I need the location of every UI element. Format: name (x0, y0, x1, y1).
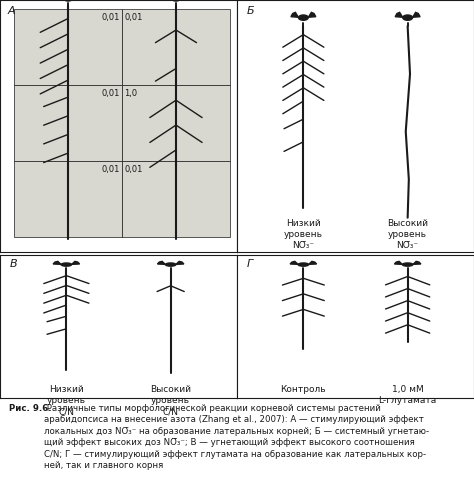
Ellipse shape (403, 15, 412, 20)
Ellipse shape (299, 15, 308, 20)
Bar (122, 9, 230, 85)
Text: 0,01: 0,01 (101, 13, 119, 22)
Text: 0,01: 0,01 (124, 13, 143, 22)
Ellipse shape (298, 263, 309, 266)
Text: Б: Б (246, 7, 254, 16)
Ellipse shape (64, 0, 73, 1)
Text: Рис. 9.6.: Рис. 9.6. (9, 404, 52, 413)
Text: 0,01: 0,01 (124, 165, 143, 174)
Text: Высокий
уровень
C/N: Высокий уровень C/N (150, 385, 191, 416)
Text: Низкий
уровень
NO̅₃⁻: Низкий уровень NO̅₃⁻ (284, 219, 323, 250)
Polygon shape (412, 12, 420, 17)
Polygon shape (290, 262, 298, 264)
Bar (122, 161, 230, 237)
Text: 1,0: 1,0 (124, 89, 137, 98)
Polygon shape (308, 12, 316, 17)
Bar (14, 85, 122, 161)
Polygon shape (291, 12, 299, 17)
Polygon shape (176, 262, 184, 264)
Polygon shape (53, 262, 61, 264)
Polygon shape (394, 262, 402, 264)
Ellipse shape (402, 263, 413, 266)
Text: Низкий
уровень
C/N: Низкий уровень C/N (47, 385, 86, 416)
Polygon shape (309, 262, 317, 264)
Polygon shape (157, 262, 165, 264)
Ellipse shape (61, 263, 72, 266)
Ellipse shape (172, 0, 180, 1)
Text: Различные типы морфологической реакции корневой системы растений
арабидопсиса на: Различные типы морфологической реакции к… (44, 404, 429, 470)
Text: Г: Г (246, 259, 253, 269)
Text: Контроль: Контроль (281, 385, 326, 394)
Text: А: А (7, 7, 15, 16)
Ellipse shape (165, 263, 176, 266)
Text: 0,01: 0,01 (101, 165, 119, 174)
Bar (14, 161, 122, 237)
Text: 0,01: 0,01 (101, 89, 119, 98)
Text: [NO̅₃⁻], мМ: [NO̅₃⁻], мМ (91, 267, 146, 277)
Polygon shape (72, 262, 80, 264)
Polygon shape (395, 12, 402, 17)
Bar (14, 9, 122, 85)
Text: В: В (9, 259, 17, 269)
Polygon shape (413, 262, 421, 264)
Bar (122, 85, 230, 161)
Text: 1,0 мМ
L-глутамата: 1,0 мМ L-глутамата (379, 385, 437, 405)
Text: Высокий
уровень
NO̅₃⁻: Высокий уровень NO̅₃⁻ (387, 219, 428, 250)
